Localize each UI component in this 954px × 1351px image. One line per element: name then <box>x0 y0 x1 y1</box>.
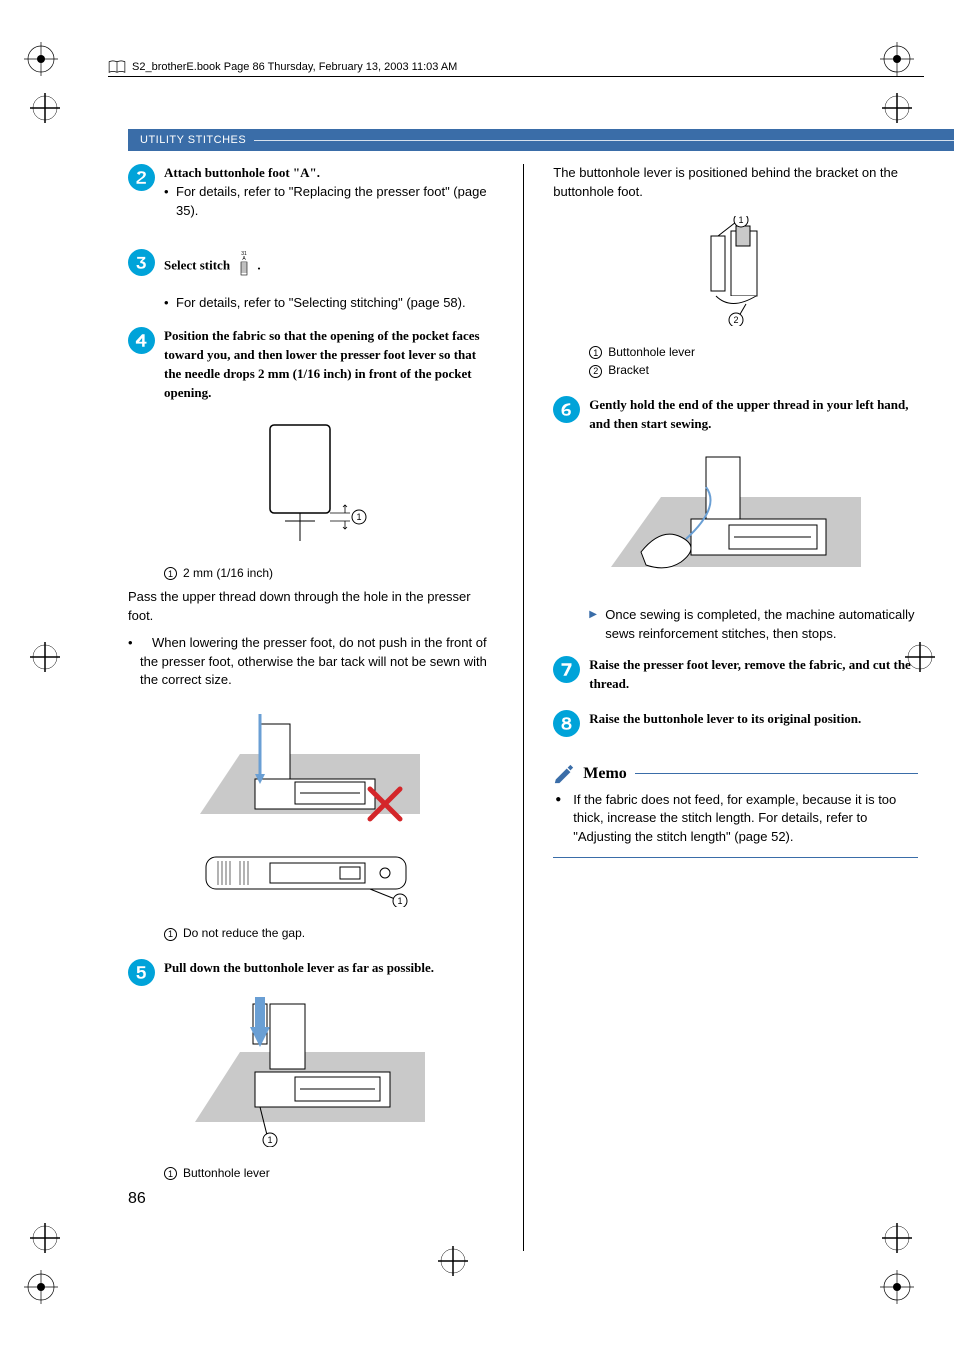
step-6-badge <box>553 396 580 423</box>
cross-ml <box>30 642 60 672</box>
step-5-title: Pull down the buttonhole lever as far as… <box>164 960 434 975</box>
page-info-strip: S2_brotherE.book Page 86 Thursday, Febru… <box>108 60 457 74</box>
memo-head-rule <box>635 773 918 774</box>
step-2-badge <box>128 164 155 191</box>
memo-body: If the fabric does not feed, for example… <box>553 791 918 848</box>
memo-foot-rule <box>553 857 918 858</box>
step-2-bullet: For details, refer to "Replacing the pre… <box>164 183 493 221</box>
step-8-badge <box>553 710 580 737</box>
fig-r1-callout-1: 1Buttonhole lever <box>589 345 918 360</box>
fig-r1: 1 2 <box>553 216 918 331</box>
section-header-text: UTILITY STITCHES <box>128 134 246 146</box>
step-8: Raise the buttonhole lever to its origin… <box>553 710 918 729</box>
step-7-title: Raise the presser foot lever, remove the… <box>589 657 911 691</box>
step-3-bullet: For details, refer to "Selecting stitchi… <box>164 294 493 313</box>
step-7-badge <box>553 656 580 683</box>
fig-4c-callout-1: 1Do not reduce the gap. <box>164 926 493 941</box>
page-info-text: S2_brotherE.book Page 86 Thursday, Febru… <box>132 61 457 73</box>
fig-4c: 1 <box>128 847 493 912</box>
column-separator <box>523 164 524 1251</box>
svg-text:1: 1 <box>268 1135 273 1145</box>
step-4-title: Position the fabric so that the opening … <box>164 328 480 400</box>
book-icon <box>108 60 126 74</box>
cross-tr <box>882 93 912 123</box>
fig-5-callout-1: 1Buttonhole lever <box>164 1166 493 1181</box>
memo-heading: Memo <box>583 765 627 783</box>
cross-tl <box>30 93 60 123</box>
step-8-title: Raise the buttonhole lever to its origin… <box>589 711 861 726</box>
regmark-bl <box>24 1270 58 1304</box>
fig-r1-callout-2: 2Bracket <box>589 363 918 378</box>
step-3-title-post: . <box>257 257 260 272</box>
stitch-icon: 31 A <box>237 249 251 283</box>
right-intro: The buttonhole lever is positioned behin… <box>553 164 918 202</box>
step-5-badge <box>128 959 155 986</box>
memo-pencil-icon <box>553 763 575 785</box>
step-4-badge <box>128 327 155 354</box>
right-column: The buttonhole lever is positioned behin… <box>553 164 918 1251</box>
fig-6 <box>553 447 918 592</box>
step-3: Select stitch 31 A . For details, refer … <box>128 249 493 314</box>
step-4-para1: Pass the upper thread down through the h… <box>128 588 493 626</box>
step-3-title-pre: Select stitch <box>164 257 230 272</box>
regmark-tr <box>880 42 914 76</box>
fig-4a: 1 <box>128 417 493 552</box>
svg-text:2: 2 <box>733 315 738 325</box>
fig-4a-callout-1: 12 mm (1/16 inch) <box>164 566 493 581</box>
step-6: Gently hold the end of the upper thread … <box>553 396 918 434</box>
step-6-title: Gently hold the end of the upper thread … <box>589 397 908 431</box>
step-5: Pull down the buttonhole lever as far as… <box>128 959 493 978</box>
svg-text:1: 1 <box>738 216 743 225</box>
page-info-rule <box>108 76 924 77</box>
fig-4b <box>128 704 493 839</box>
step-3-badge <box>128 249 155 276</box>
step-4: Position the fabric so that the opening … <box>128 327 493 402</box>
step-2-title: Attach buttonhole foot "A". <box>164 165 320 180</box>
step-7: Raise the presser foot lever, remove the… <box>553 656 918 694</box>
svg-text:1: 1 <box>398 896 403 906</box>
left-column: Attach buttonhole foot "A". For details,… <box>128 164 493 1251</box>
regmark-br <box>880 1270 914 1304</box>
step-4-bullet2: When lowering the presser foot, do not p… <box>128 634 493 691</box>
cross-bl <box>30 1223 60 1253</box>
regmark-tl <box>24 42 58 76</box>
section-header-bar: UTILITY STITCHES <box>128 129 954 151</box>
memo-box: Memo If the fabric does not feed, for ex… <box>553 763 918 859</box>
step-2: Attach buttonhole foot "A". For details,… <box>128 164 493 221</box>
page-number: 86 <box>128 1190 146 1208</box>
step-6-arrow: Once sewing is completed, the machine au… <box>553 606 918 644</box>
section-header-rule <box>254 140 954 141</box>
fig-5: 1 <box>128 992 493 1152</box>
svg-text:1: 1 <box>357 512 362 522</box>
